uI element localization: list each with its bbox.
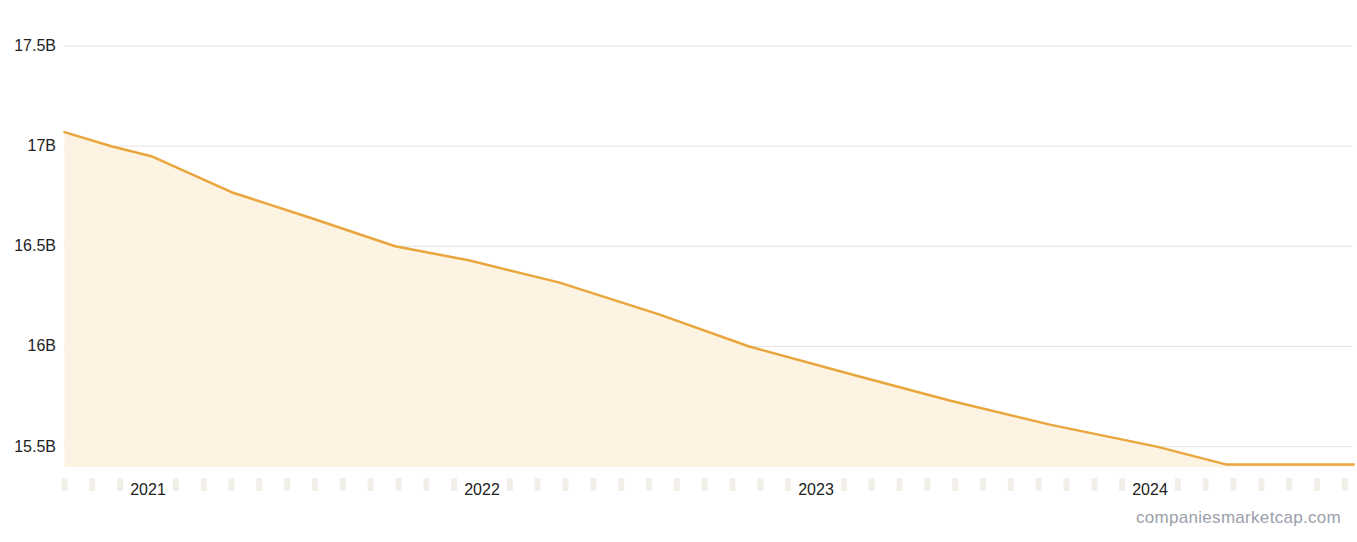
- y-axis-tick-label: 15.5B: [0, 438, 56, 456]
- month-tick: [1008, 478, 1014, 491]
- month-tick: [229, 478, 235, 491]
- month-tick: [201, 478, 207, 491]
- area-fill: [65, 132, 1354, 467]
- y-axis-tick-label: 16B: [0, 337, 56, 355]
- y-axis-tick-label: 16.5B: [0, 237, 56, 255]
- month-tick: [1064, 478, 1070, 491]
- month-tick: [62, 478, 68, 491]
- month-tick: [340, 478, 346, 491]
- month-tick: [980, 478, 986, 491]
- market-cap-area-chart: 17.5B 17B 16.5B 16B 15.5B 2021 2022 2023 2024 co…: [0, 0, 1357, 542]
- y-axis-tick-label: 17.5B: [0, 37, 56, 55]
- watermark: companiesmarketcap.com: [1136, 508, 1341, 528]
- month-tick: [423, 478, 429, 491]
- y-axis-tick-label: 17B: [0, 137, 56, 155]
- month-tick: [1036, 478, 1042, 491]
- month-tick: [757, 478, 763, 491]
- month-tick: [1231, 478, 1237, 491]
- month-tick: [396, 478, 402, 491]
- month-tick: [1203, 478, 1209, 491]
- month-tick: [284, 478, 290, 491]
- month-tick: [674, 478, 680, 491]
- month-tick: [563, 478, 569, 491]
- month-tick: [702, 478, 708, 491]
- month-tick: [590, 478, 596, 491]
- month-tick: [869, 478, 875, 491]
- month-tick: [1258, 478, 1264, 491]
- x-axis-tick-label: 2022: [446, 481, 518, 499]
- x-axis-tick-label: 2021: [112, 481, 184, 499]
- month-tick: [368, 478, 374, 491]
- chart-plot-area[interactable]: [0, 0, 1357, 542]
- x-axis-tick-label: 2024: [1114, 481, 1186, 499]
- month-tick: [1286, 478, 1292, 491]
- month-tick: [924, 478, 930, 491]
- month-tick: [535, 478, 541, 491]
- month-tick: [730, 478, 736, 491]
- month-tick: [618, 478, 624, 491]
- month-tick: [89, 478, 95, 491]
- x-axis-tick-label: 2023: [780, 481, 852, 499]
- month-tick: [1091, 478, 1097, 491]
- month-tick: [1342, 478, 1348, 491]
- month-tick: [952, 478, 958, 491]
- month-tick: [897, 478, 903, 491]
- month-tick: [312, 478, 318, 491]
- month-tick: [1314, 478, 1320, 491]
- month-tick: [256, 478, 262, 491]
- month-tick: [646, 478, 652, 491]
